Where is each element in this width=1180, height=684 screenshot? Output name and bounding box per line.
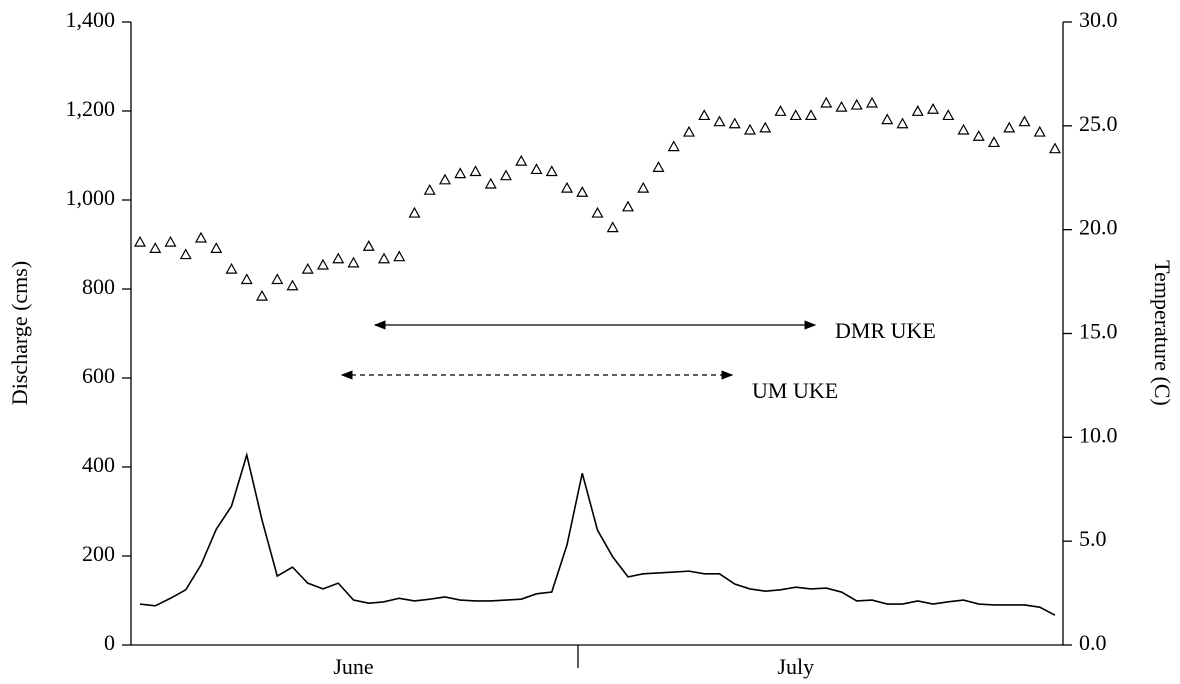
temperature-marker (820, 96, 833, 108)
temperature-marker (1048, 142, 1062, 154)
y-tick-label: 800 (82, 274, 115, 299)
temperature-marker (347, 256, 360, 268)
temperature-marker (149, 242, 162, 253)
temperature-marker (240, 273, 253, 285)
temperature-marker (454, 167, 467, 179)
temperature-marker (1003, 121, 1016, 133)
temperature-marker (332, 252, 345, 264)
temperature-marker (804, 109, 818, 121)
temperature-marker (362, 240, 375, 251)
temperature-marker (133, 235, 147, 247)
y-tick-label: 1,400 (66, 7, 116, 32)
y2-tick-label: 25.0 (1079, 111, 1118, 136)
temperature-marker (515, 154, 528, 166)
temperature-marker (896, 117, 909, 129)
temperature-marker (789, 109, 802, 121)
y2-tick-label: 20.0 (1079, 215, 1118, 240)
temperature-marker (637, 181, 650, 193)
temperature-marker (271, 273, 284, 285)
temperature-marker (942, 109, 955, 121)
x-tick-label: July (777, 654, 814, 679)
temperature-marker (530, 163, 543, 175)
temperature-marker (652, 161, 665, 172)
y-tick-label: 1,200 (66, 96, 116, 121)
y-tick-label: 1,000 (66, 185, 116, 210)
temperature-marker (759, 121, 772, 133)
temperature-marker (393, 250, 406, 262)
temperature-marker (301, 262, 314, 274)
temperature-marker (881, 113, 894, 125)
temperature-marker (423, 183, 436, 195)
temperature-marker (484, 177, 497, 189)
temperature-marker (377, 252, 391, 264)
temperature-marker (164, 235, 177, 247)
temperature-marker (621, 200, 635, 212)
temperature-marker (225, 262, 238, 274)
temperature-marker (698, 109, 711, 121)
temperature-marker (957, 123, 970, 135)
discharge-line (139, 451, 1056, 616)
temperature-marker (835, 100, 848, 112)
temperature-marker (576, 186, 589, 197)
temperature-marker (316, 258, 330, 270)
annotation: UM UKE (752, 378, 838, 403)
temperature-marker (850, 98, 863, 110)
y2-tick-label: 10.0 (1079, 422, 1118, 447)
temperature-marker (438, 173, 452, 185)
y2-tick-label: 5.0 (1079, 526, 1107, 551)
y-tick-label: 200 (82, 541, 115, 566)
temperature-marker (255, 289, 269, 301)
temperature-marker (987, 136, 1001, 148)
y-tick-label: 600 (82, 363, 115, 388)
y2-tick-label: 15.0 (1079, 319, 1118, 344)
y2-axis-label: Temperature (C) (1150, 260, 1175, 406)
temperature-marker (499, 169, 513, 181)
temperature-marker (926, 102, 940, 114)
temperature-marker (591, 206, 604, 218)
temperature-marker (408, 206, 421, 218)
y2-tick-label: 0.0 (1079, 630, 1107, 655)
temperature-marker (682, 125, 696, 137)
temperature-marker (1033, 125, 1046, 137)
temperature-marker (179, 248, 192, 260)
temperature-marker (667, 140, 680, 152)
temperature-marker (606, 221, 619, 233)
temperature-marker (210, 242, 223, 253)
temperature-marker (469, 165, 482, 177)
x-tick-label: June (333, 654, 373, 679)
temperature-marker (774, 105, 787, 116)
temperature-marker (911, 105, 924, 116)
y-tick-label: 400 (82, 452, 115, 477)
temperature-marker (743, 123, 757, 135)
temperature-marker (545, 165, 558, 177)
y-tick-label: 0 (104, 630, 115, 655)
y-axis-label: Discharge (cms) (7, 261, 32, 405)
temperature-marker (286, 279, 299, 291)
temperature-marker (972, 129, 985, 141)
temperature-marker (713, 115, 726, 127)
temperature-marker (1018, 115, 1031, 127)
y2-tick-label: 30.0 (1079, 7, 1118, 32)
temperature-marker (728, 117, 741, 129)
temperature-marker (865, 96, 879, 108)
temperature-marker (194, 231, 208, 243)
annotation: DMR UKE (835, 318, 936, 343)
temperature-marker (560, 181, 574, 193)
